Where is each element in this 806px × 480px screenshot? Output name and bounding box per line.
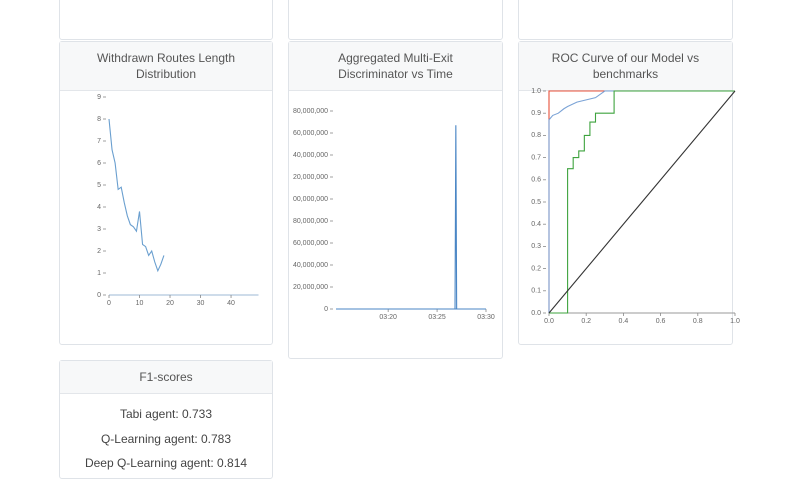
card xyxy=(59,0,273,40)
x-tick-label: 0.6 xyxy=(656,318,666,325)
y-tick-label: 0.4 xyxy=(531,221,541,228)
y-tick-label: 1.0 xyxy=(531,88,541,95)
series-line xyxy=(336,125,486,310)
card: ROC Curve of our Model vs benchmarks xyxy=(518,41,733,345)
x-tick-label: 30 xyxy=(197,300,205,307)
card-title: Withdrawn Routes Length Distribution xyxy=(60,42,272,91)
x-tick-label: 0.4 xyxy=(619,318,629,325)
f1-list: Tabi agent: 0.733 Q-Learning agent: 0.78… xyxy=(60,394,272,476)
y-tick-label: 60,000,000 xyxy=(293,240,328,247)
series-line xyxy=(549,90,735,314)
y-tick-label: 60,000,000 xyxy=(293,130,328,137)
series-line xyxy=(548,90,736,314)
y-tick-label: 0.9 xyxy=(531,110,541,117)
y-tick-label: 7 xyxy=(97,138,101,145)
y-tick-label: 9 xyxy=(97,94,101,101)
f1-item: Deep Q-Learning agent: 0.814 xyxy=(84,456,248,470)
x-tick-label: 0.8 xyxy=(693,318,703,325)
y-tick-label: 0.3 xyxy=(531,243,541,250)
y-tick-label: 80,000,000 xyxy=(293,108,328,115)
x-tick-label: 03:30 xyxy=(477,314,495,321)
x-tick-label: 03:20 xyxy=(379,314,397,321)
card: Withdrawn Routes Length Distribution xyxy=(59,41,273,345)
y-tick-label: 0.5 xyxy=(531,199,541,206)
y-tick-label: 2 xyxy=(97,248,101,255)
y-tick-label: 0.2 xyxy=(531,265,541,272)
y-tick-label: 0.6 xyxy=(531,177,541,184)
x-tick-label: 20 xyxy=(166,300,174,307)
card: Aggregated Multi-Exit Discriminator vs T… xyxy=(288,41,503,359)
card-title: F1-scores xyxy=(60,361,272,394)
y-tick-label: 4 xyxy=(97,204,101,211)
x-tick-label: 0.2 xyxy=(581,318,591,325)
y-tick-label: 5 xyxy=(97,182,101,189)
y-tick-label: 0.1 xyxy=(531,288,541,295)
y-tick-label: 0 xyxy=(324,306,328,313)
x-tick-label: 0.0 xyxy=(544,318,554,325)
card xyxy=(518,0,733,40)
card: F1-scores Tabi agent: 0.733 Q-Learning a… xyxy=(59,360,273,479)
f1-item: Tabi agent: 0.733 xyxy=(119,407,213,421)
card-title: Aggregated Multi-Exit Discriminator vs T… xyxy=(289,42,502,91)
y-tick-label: 20,000,000 xyxy=(293,284,328,291)
y-tick-label: 80,000,000 xyxy=(293,218,328,225)
y-tick-label: 0.0 xyxy=(531,310,541,317)
y-tick-label: 3 xyxy=(97,226,101,233)
y-tick-label: 0 xyxy=(97,292,101,299)
y-tick-label: 40,000,000 xyxy=(293,152,328,159)
y-tick-label: 8 xyxy=(97,116,101,123)
x-tick-label: 03:25 xyxy=(428,314,446,321)
y-tick-label: 0.8 xyxy=(531,132,541,139)
x-tick-label: 0 xyxy=(107,300,111,307)
y-tick-label: 0.7 xyxy=(531,154,541,161)
series-line xyxy=(108,118,165,273)
y-tick-label: 00,000,000 xyxy=(293,196,328,203)
x-tick-label: 40 xyxy=(227,300,235,307)
y-tick-label: 1 xyxy=(97,270,101,277)
card-title: ROC Curve of our Model vs benchmarks xyxy=(519,42,732,91)
y-tick-label: 20,000,000 xyxy=(293,174,328,181)
card xyxy=(288,0,503,40)
y-tick-label: 40,000,000 xyxy=(293,262,328,269)
x-tick-label: 10 xyxy=(136,300,144,307)
x-tick-label: 1.0 xyxy=(730,318,740,325)
y-tick-label: 6 xyxy=(97,160,101,167)
series-line xyxy=(548,90,735,313)
f1-item: Q-Learning agent: 0.783 xyxy=(100,431,232,446)
